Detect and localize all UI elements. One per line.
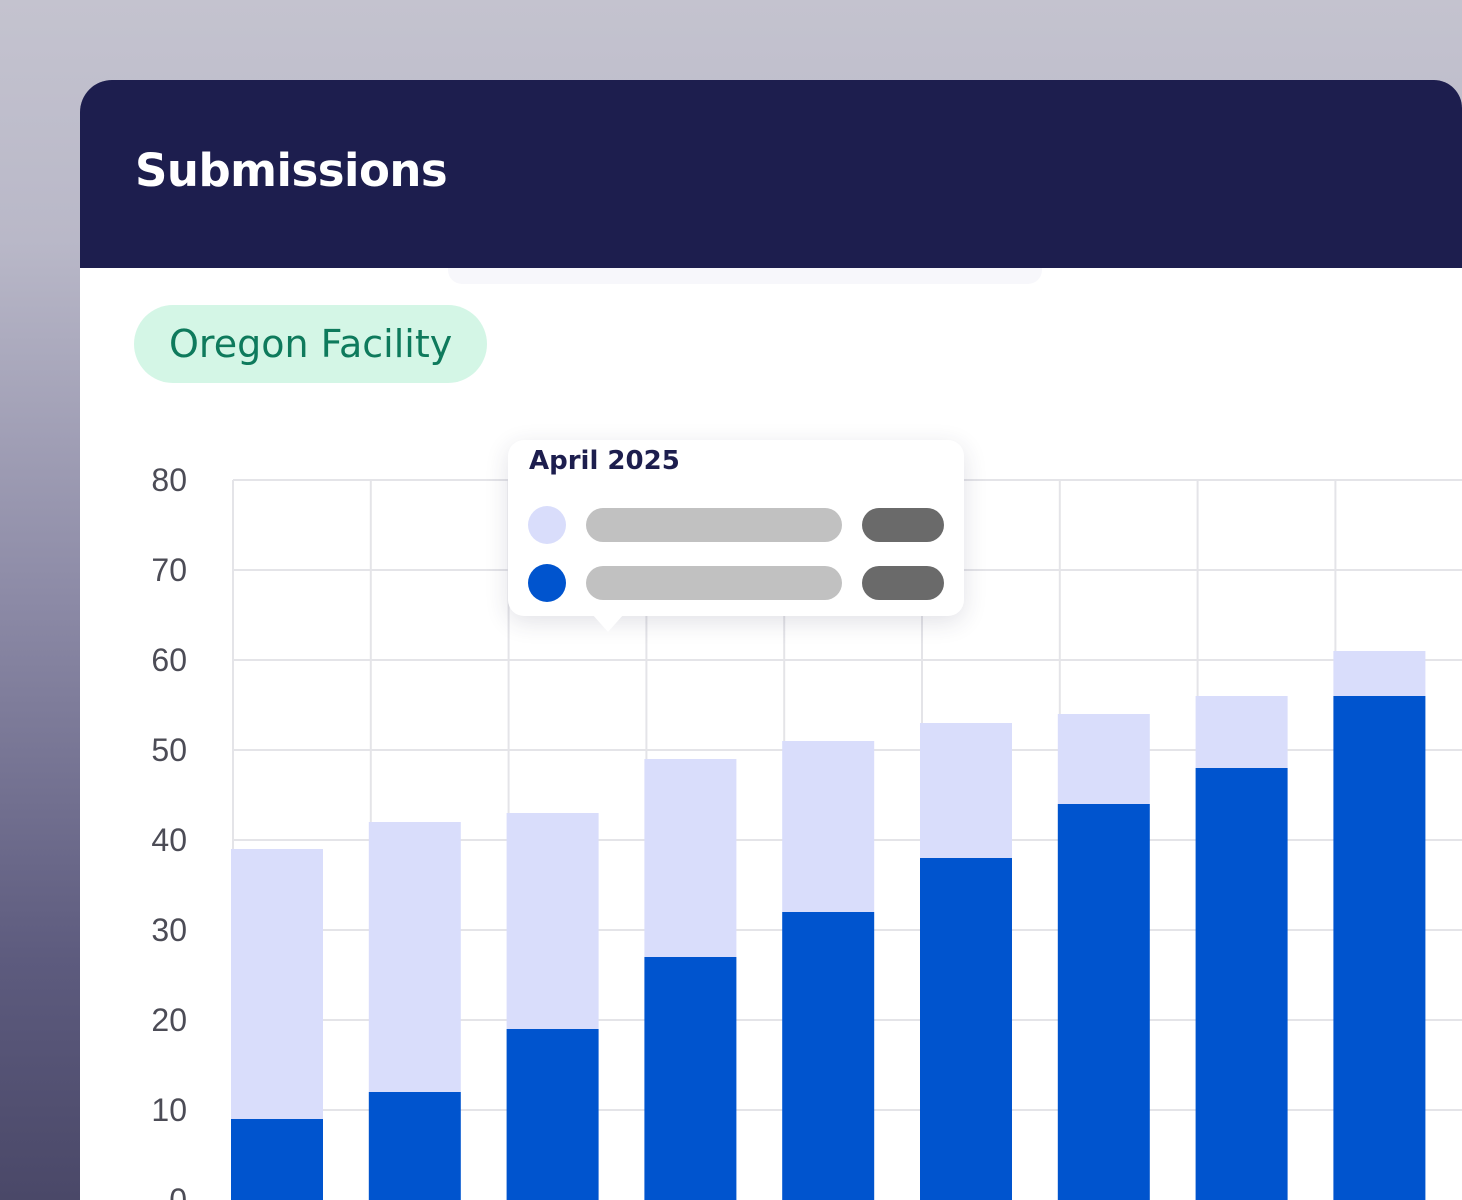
legend-dot-dark — [528, 564, 566, 602]
bar-segment-secondary — [782, 741, 875, 912]
legend-dot-light — [528, 506, 566, 544]
bar-segment-secondary — [368, 822, 461, 1092]
y-tick-label: 40 — [151, 822, 187, 858]
y-tick-label: 50 — [151, 732, 187, 768]
y-tick-label: 80 — [151, 462, 187, 498]
tooltip-row-light — [528, 504, 948, 544]
bar-segment-primary — [1333, 696, 1426, 1200]
card-title: Submissions — [135, 144, 448, 197]
chart-tooltip: April 2025 — [508, 440, 964, 632]
bar-segment-secondary — [920, 723, 1012, 858]
tooltip-arrow — [592, 614, 624, 632]
y-tick-label: 0 — [169, 1182, 187, 1200]
y-tick-label: 10 — [151, 1092, 187, 1128]
bar-segment-secondary — [644, 759, 737, 957]
header-placeholder-bar — [448, 268, 1042, 284]
bar-segment-secondary — [506, 813, 599, 1029]
bar-segment-secondary — [231, 849, 323, 1119]
tooltip-month: April 2025 — [529, 446, 680, 476]
bar-segment-primary — [231, 1119, 323, 1200]
tooltip-label-placeholder — [586, 508, 842, 542]
tooltip-value-placeholder — [862, 566, 944, 600]
tooltip-label-placeholder — [586, 566, 842, 600]
y-tick-label: 20 — [151, 1002, 187, 1038]
bar-segment-primary — [1057, 804, 1150, 1200]
bar-segment-secondary — [1333, 651, 1426, 696]
y-tick-label: 30 — [151, 912, 187, 948]
bar-segment-primary — [368, 1092, 461, 1200]
y-tick-label: 60 — [151, 642, 187, 678]
bar-segment-secondary — [1057, 714, 1150, 804]
tooltip-value-placeholder — [862, 508, 944, 542]
bar-segment-primary — [920, 858, 1012, 1200]
bar-segment-primary — [644, 957, 737, 1200]
bar-segment-secondary — [1195, 696, 1288, 768]
facility-filter-pill[interactable]: Oregon Facility — [134, 305, 488, 383]
bar-segment-primary — [506, 1029, 599, 1200]
tooltip-row-dark — [528, 562, 948, 602]
bar-segment-primary — [1195, 768, 1288, 1200]
bar-segment-primary — [782, 912, 875, 1200]
card-header: Submissions — [80, 80, 1462, 268]
y-tick-label: 70 — [151, 552, 187, 588]
